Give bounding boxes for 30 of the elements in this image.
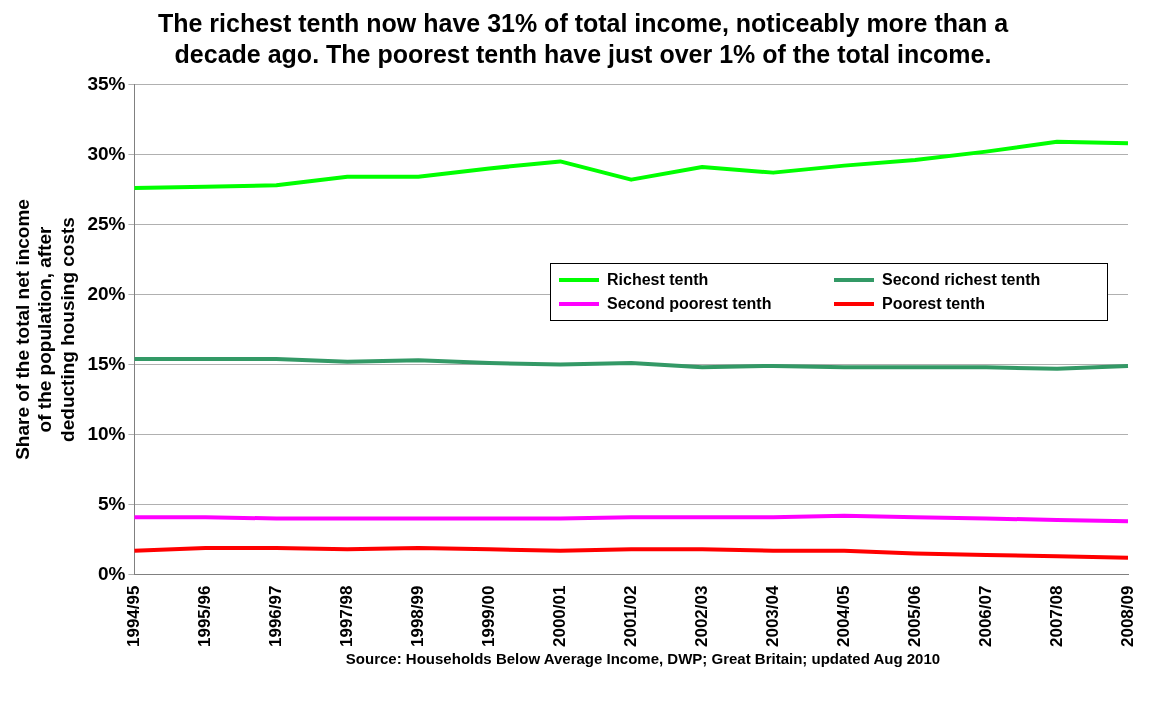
- x-tick-label: 2000/01: [549, 585, 569, 647]
- x-tick-label: 2006/07: [975, 585, 995, 647]
- x-tick-label: 1997/98: [337, 585, 357, 647]
- y-tick-label: 15%: [87, 352, 126, 374]
- y-tick-label: 20%: [87, 282, 126, 304]
- x-tick-label: 2004/05: [833, 585, 853, 647]
- x-tick-label: 2003/04: [762, 585, 782, 647]
- x-tick-label: 1994/95: [124, 585, 144, 647]
- legend-label: Richest tenth: [607, 271, 709, 289]
- y-tick-label: 35%: [87, 72, 126, 94]
- x-tick-label: 2001/02: [620, 585, 640, 647]
- x-tick-label: 2002/03: [691, 585, 711, 647]
- y-tick-label: 10%: [87, 422, 126, 444]
- x-tick-label: 1999/00: [478, 585, 498, 647]
- y-tick-label: 30%: [87, 142, 126, 164]
- x-tick-label: 2005/06: [904, 585, 924, 647]
- x-tick-label: 2008/09: [1117, 585, 1137, 647]
- y-tick-label: 5%: [97, 492, 126, 514]
- x-tick-label: 1995/96: [195, 585, 215, 647]
- y-axis-title: Share of the total net income of the population, after deducting housing costs: [11, 199, 79, 460]
- x-tick-label: 1996/97: [266, 585, 286, 647]
- y-tick-label: 0%: [97, 562, 126, 584]
- chart-title: The richest tenth now have 31% of total income, noticeably more than a decade ago. The poorest tenth have just over 1% of the total income.: [156, 8, 1010, 70]
- legend-label: Second poorest tenth: [607, 295, 772, 313]
- legend-label: Poorest tenth: [882, 295, 986, 313]
- x-tick-label: 2007/08: [1046, 585, 1066, 647]
- y-tick-label: 25%: [87, 212, 126, 234]
- legend-label: Second richest tenth: [882, 271, 1041, 289]
- x-tick-label: 1998/99: [407, 585, 427, 647]
- source-note: Source: Households Below Average Income, DWP; Great Britain; updated Aug 2010: [344, 650, 942, 667]
